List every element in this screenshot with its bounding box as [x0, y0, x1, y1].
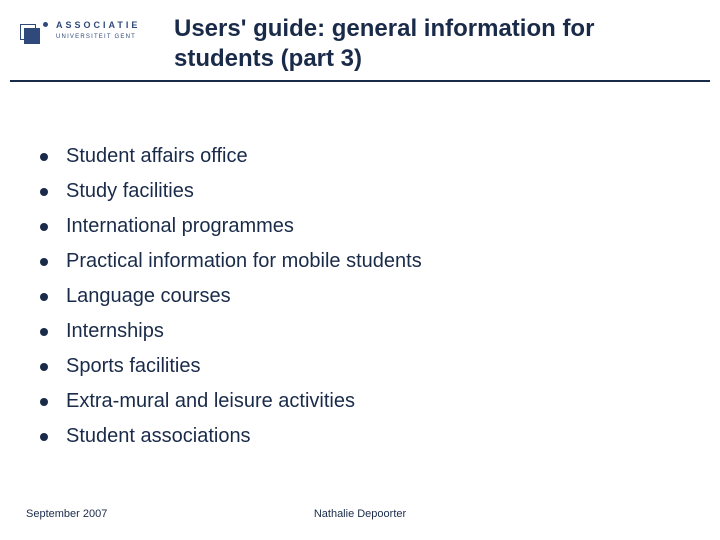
- list-item-label: Extra-mural and leisure activities: [66, 389, 355, 413]
- bullet-icon: [40, 293, 48, 301]
- list-item: Sports facilities: [40, 354, 680, 378]
- bullet-icon: [40, 433, 48, 441]
- bullet-icon: [40, 258, 48, 266]
- bullet-icon: [40, 188, 48, 196]
- logo-mark-icon: [16, 22, 50, 52]
- bullet-icon: [40, 153, 48, 161]
- logo: ASSOCIATIE UNIVERSITEIT GENT: [16, 18, 156, 58]
- list-item-label: Internships: [66, 319, 164, 343]
- logo-text: ASSOCIATIE: [56, 20, 140, 30]
- list-item-label: Student associations: [66, 424, 251, 448]
- bullet-icon: [40, 328, 48, 336]
- list-item-label: Study facilities: [66, 179, 194, 203]
- list-item: International programmes: [40, 214, 680, 238]
- list-item: Student affairs office: [40, 144, 680, 168]
- list-item-label: Practical information for mobile student…: [66, 249, 422, 273]
- bullet-icon: [40, 223, 48, 231]
- title-rule: [10, 80, 710, 82]
- list-item-label: International programmes: [66, 214, 294, 238]
- list-item: Student associations: [40, 424, 680, 448]
- list-item-label: Language courses: [66, 284, 231, 308]
- logo-subtext: UNIVERSITEIT GENT: [56, 34, 136, 40]
- list-item: Practical information for mobile student…: [40, 249, 680, 273]
- list-item: Language courses: [40, 284, 680, 308]
- list-item: Study facilities: [40, 179, 680, 203]
- bullet-list: Student affairs office Study facilities …: [40, 140, 680, 459]
- list-item-label: Sports facilities: [66, 354, 201, 378]
- footer-author: Nathalie Depoorter: [0, 508, 720, 520]
- footer: September 2007 Nathalie Depoorter: [0, 502, 720, 520]
- slide: ASSOCIATIE UNIVERSITEIT GENT Users' guid…: [0, 0, 720, 540]
- page-title: Users' guide: general information for st…: [174, 14, 700, 74]
- list-item: Extra-mural and leisure activities: [40, 389, 680, 413]
- bullet-icon: [40, 363, 48, 371]
- list-item-label: Student affairs office: [66, 144, 248, 168]
- list-item: Internships: [40, 319, 680, 343]
- bullet-icon: [40, 398, 48, 406]
